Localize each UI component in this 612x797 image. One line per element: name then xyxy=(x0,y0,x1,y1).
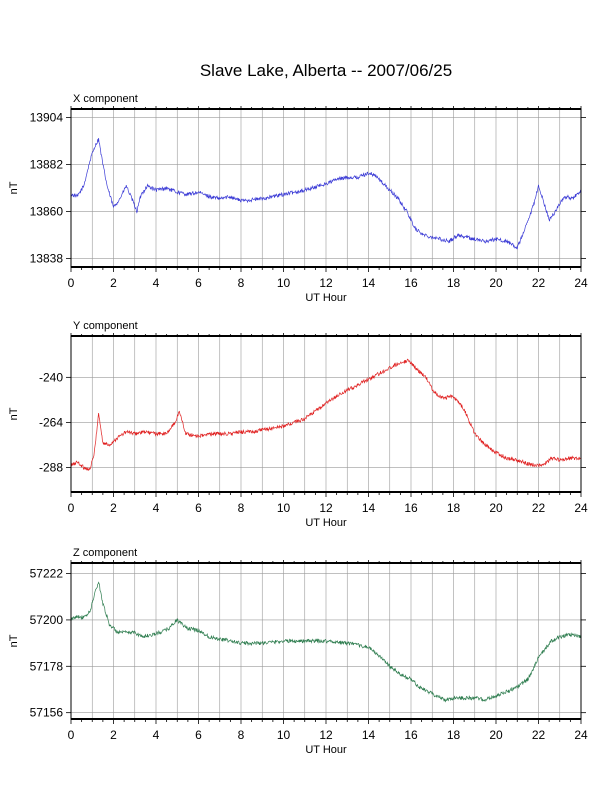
y-tick-label: -240 xyxy=(39,370,63,384)
x-axis-label: UT Hour xyxy=(305,517,347,529)
x-axis-label: UT Hour xyxy=(305,292,347,304)
x-tick-label: 20 xyxy=(489,276,503,290)
series-line xyxy=(70,138,582,250)
x-tick-label: 22 xyxy=(532,501,546,515)
x-tick-label: 24 xyxy=(574,728,588,742)
x-tick-label: 8 xyxy=(238,728,245,742)
x-tick-label: 22 xyxy=(532,276,546,290)
panel-title: Y component xyxy=(73,320,138,332)
x-tick-label: 24 xyxy=(574,501,588,515)
x-tick-label: 0 xyxy=(68,501,75,515)
x-tick-label: 0 xyxy=(68,728,75,742)
grid xyxy=(70,563,582,719)
x-tick-label: 10 xyxy=(277,501,291,515)
x-tick-label: 2 xyxy=(110,728,117,742)
x-tick-label: 20 xyxy=(489,728,503,742)
y-tick-label: 57156 xyxy=(30,706,64,720)
x-axis-label: UT Hour xyxy=(305,744,347,756)
x-tick-label: 2 xyxy=(110,276,117,290)
x-tick-label: 18 xyxy=(447,728,461,742)
y-axis-label: nT xyxy=(8,407,20,420)
x-tick-label: 14 xyxy=(362,728,376,742)
x-tick-label: 16 xyxy=(404,728,418,742)
grid xyxy=(70,109,582,267)
y-tick-label: 13904 xyxy=(30,111,64,125)
panel-3: 0 2 4 6 8 10 12 14 16 18 20 22 245715657178572005722… xyxy=(8,547,588,756)
chart-title: Slave Lake, Alberta -- 2007/06/25 xyxy=(200,61,452,80)
x-tick-label: 6 xyxy=(195,501,202,515)
panel-title: X component xyxy=(73,93,138,105)
y-tick-label: -264 xyxy=(39,415,63,429)
x-tick-label: 16 xyxy=(404,501,418,515)
x-tick-label: 24 xyxy=(574,276,588,290)
x-tick-label: 2 xyxy=(110,501,117,515)
x-tick-label: 8 xyxy=(238,501,245,515)
grid xyxy=(70,336,582,492)
x-tick-label: 10 xyxy=(277,276,291,290)
x-tick-label: 14 xyxy=(362,501,376,515)
series-line xyxy=(70,581,582,703)
y-tick-label: 13882 xyxy=(30,158,64,172)
y-tick-label: -288 xyxy=(39,461,63,475)
y-axis-label: nT xyxy=(8,181,20,194)
x-tick-label: 20 xyxy=(489,501,503,515)
x-tick-label: 4 xyxy=(153,276,160,290)
y-tick-label: 57200 xyxy=(30,613,64,627)
y-axis-label: nT xyxy=(8,634,20,647)
x-tick-label: 10 xyxy=(277,728,291,742)
x-tick-label: 16 xyxy=(404,276,418,290)
x-tick-label: 12 xyxy=(319,276,333,290)
x-tick-label: 12 xyxy=(319,728,333,742)
panel-1: 0 2 4 6 8 10 12 14 16 18 20 22 241383813860138821390… xyxy=(8,93,588,304)
y-tick-label: 13860 xyxy=(30,204,64,218)
x-tick-label: 4 xyxy=(153,501,160,515)
x-tick-label: 4 xyxy=(153,728,160,742)
y-tick-label: 13838 xyxy=(30,251,64,265)
panel-title: Z component xyxy=(73,547,137,559)
x-tick-label: 14 xyxy=(362,276,376,290)
y-tick-label: 57222 xyxy=(30,567,64,581)
x-tick-label: 18 xyxy=(447,501,461,515)
x-tick-label: 18 xyxy=(447,276,461,290)
x-tick-label: 8 xyxy=(238,276,245,290)
x-tick-label: 6 xyxy=(195,728,202,742)
y-tick-label: 57178 xyxy=(30,659,64,673)
series-line xyxy=(70,358,582,471)
x-tick-label: 0 xyxy=(68,276,75,290)
x-tick-label: 12 xyxy=(319,501,333,515)
x-tick-label: 6 xyxy=(195,276,202,290)
x-tick-label: 22 xyxy=(532,728,546,742)
